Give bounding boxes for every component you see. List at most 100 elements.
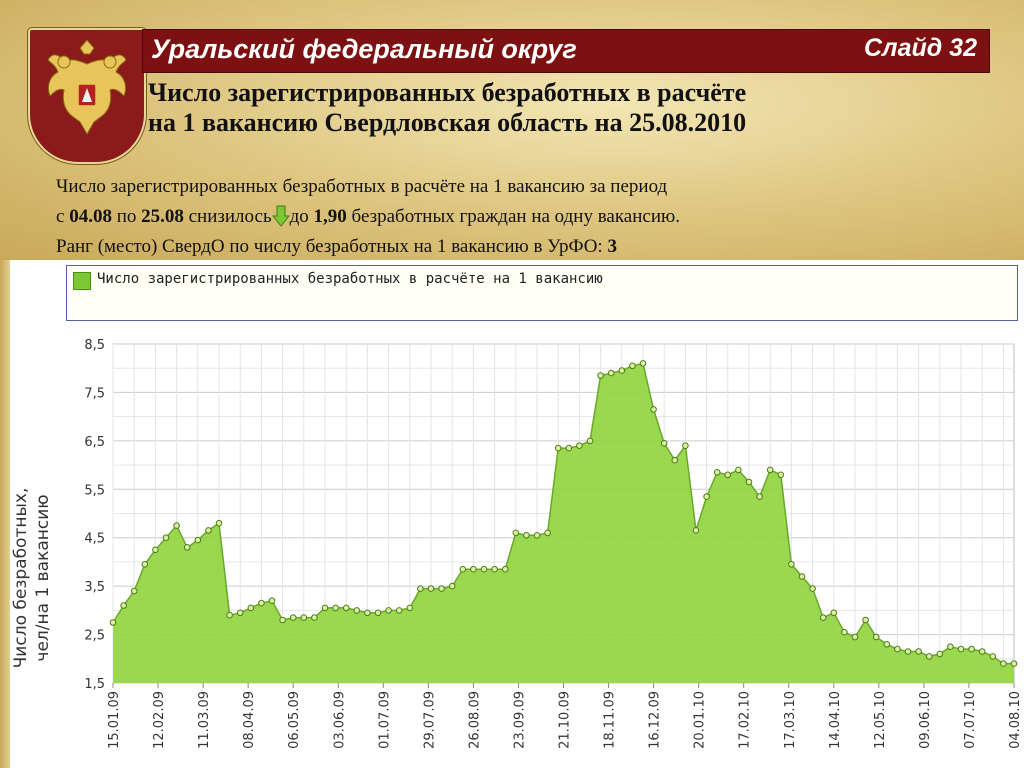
rank-label: Ранг (место) СвердО по числу безработных…: [56, 236, 608, 257]
y-tick-label: 8,5: [84, 338, 105, 353]
data-point: [735, 466, 742, 474]
data-point: [745, 478, 753, 486]
data-point: [883, 641, 891, 648]
data-point: [226, 611, 233, 619]
data-point: [300, 614, 308, 621]
data-point: [194, 536, 202, 544]
data-point: [258, 599, 265, 607]
data-point: [236, 609, 244, 617]
data-point: [342, 604, 350, 612]
data-point: [417, 585, 424, 592]
x-tick-label: 09.06.10: [918, 691, 933, 749]
data-point: [438, 585, 445, 592]
desc-prefix: с: [56, 206, 70, 227]
data-point: [554, 444, 562, 452]
data-point: [406, 604, 414, 612]
x-tick-label: 06.05.09: [287, 691, 302, 749]
x-tick-label: 01.07.09: [377, 691, 392, 749]
desc-mid: по: [111, 206, 142, 227]
x-tick-label: 12.02.09: [152, 691, 167, 749]
x-tick-label: 16.12.09: [648, 691, 663, 749]
data-point: [215, 519, 223, 527]
data-point: [968, 645, 975, 653]
data-point: [819, 614, 827, 621]
x-tick-label: 26.08.09: [467, 691, 482, 749]
data-point: [851, 633, 859, 641]
x-tick-label: 07.07.10: [963, 691, 978, 749]
data-point: [586, 437, 594, 445]
x-tick-label: 21.10.09: [558, 691, 573, 749]
data-point: [448, 582, 456, 590]
data-point: [512, 529, 520, 537]
title-bar: Уральский федеральный округ Слайд 32: [142, 29, 990, 73]
data-point: [915, 648, 922, 655]
data-point: [353, 607, 361, 614]
data-point: [947, 643, 954, 651]
page-title: Число зарегистрированных безработных в р…: [148, 78, 1008, 138]
data-point: [565, 444, 573, 452]
x-tick-label: 11.03.09: [197, 691, 212, 749]
y-tick-label: 7,5: [84, 386, 105, 401]
data-point: [925, 653, 933, 660]
data-point: [459, 565, 467, 573]
data-point: [841, 628, 848, 636]
description-line-2: с 04.08 по 25.08 снизилось до 1,90 безраб…: [56, 202, 956, 232]
x-tick-label: 14.04.10: [828, 691, 843, 749]
y-tick-label: 5,5: [84, 483, 105, 498]
description-line-3: Ранг (место) СвердО по числу безработных…: [56, 232, 956, 262]
x-tick-label: 20.01.10: [693, 691, 708, 749]
date-from: 04.08: [69, 206, 112, 227]
y-tick-label: 3,5: [84, 580, 105, 595]
data-point: [724, 471, 732, 479]
data-point: [936, 650, 944, 658]
current-value: 1,90: [313, 206, 347, 227]
area-chart: 8,5 7,5 6,5 5,5 4,5 3,5 2,5 1,5 15.01.09 12.02.0…: [11, 338, 1023, 749]
data-point: [597, 372, 604, 379]
data-point: [1010, 660, 1018, 667]
data-point: [395, 607, 403, 614]
data-point: [152, 546, 159, 554]
down-arrow-icon: [271, 205, 290, 227]
data-point: [671, 456, 679, 464]
description-line-1: Число зарегистрированных безработных в р…: [56, 176, 668, 197]
data-point: [682, 442, 689, 449]
data-point: [501, 565, 509, 573]
data-point: [618, 367, 626, 374]
y-tick-label: 4,5: [84, 532, 105, 547]
legend-label: Число зарегистрированных безработных в р…: [97, 271, 603, 287]
data-point: [523, 532, 530, 539]
data-point: [777, 471, 785, 479]
data-point: [311, 614, 318, 621]
data-point: [385, 607, 392, 614]
x-tick-label: 04.08.10: [1008, 691, 1023, 749]
y-tick-label: 2,5: [84, 629, 105, 644]
data-point: [798, 573, 806, 580]
chart-legend: Число зарегистрированных безработных в р…: [66, 265, 1018, 321]
data-point: [374, 609, 382, 617]
area-fill: [113, 363, 1014, 683]
x-tick-label: 12.05.10: [873, 691, 888, 749]
legend-swatch: [73, 272, 91, 290]
data-point: [364, 609, 371, 617]
data-point: [703, 493, 710, 500]
rank-value: 3: [607, 236, 617, 257]
data-point: [713, 469, 721, 476]
data-point: [660, 440, 668, 447]
data-point: [629, 362, 636, 370]
data-point: [173, 522, 180, 529]
data-point: [268, 597, 276, 605]
x-tick-label: 08.04.09: [242, 691, 257, 749]
trend-text: снизилось: [183, 206, 272, 227]
data-point: [766, 466, 774, 474]
data-point: [1000, 660, 1007, 667]
x-tick-label: 17.03.10: [783, 691, 798, 749]
data-point: [491, 565, 498, 573]
data-point: [247, 604, 255, 612]
region-title: Уральский федеральный округ: [151, 34, 577, 64]
data-point: [639, 360, 647, 367]
data-point: [989, 653, 997, 660]
data-point: [692, 527, 700, 534]
data-point: [756, 493, 763, 500]
data-point: [321, 604, 329, 612]
data-point: [141, 561, 149, 568]
